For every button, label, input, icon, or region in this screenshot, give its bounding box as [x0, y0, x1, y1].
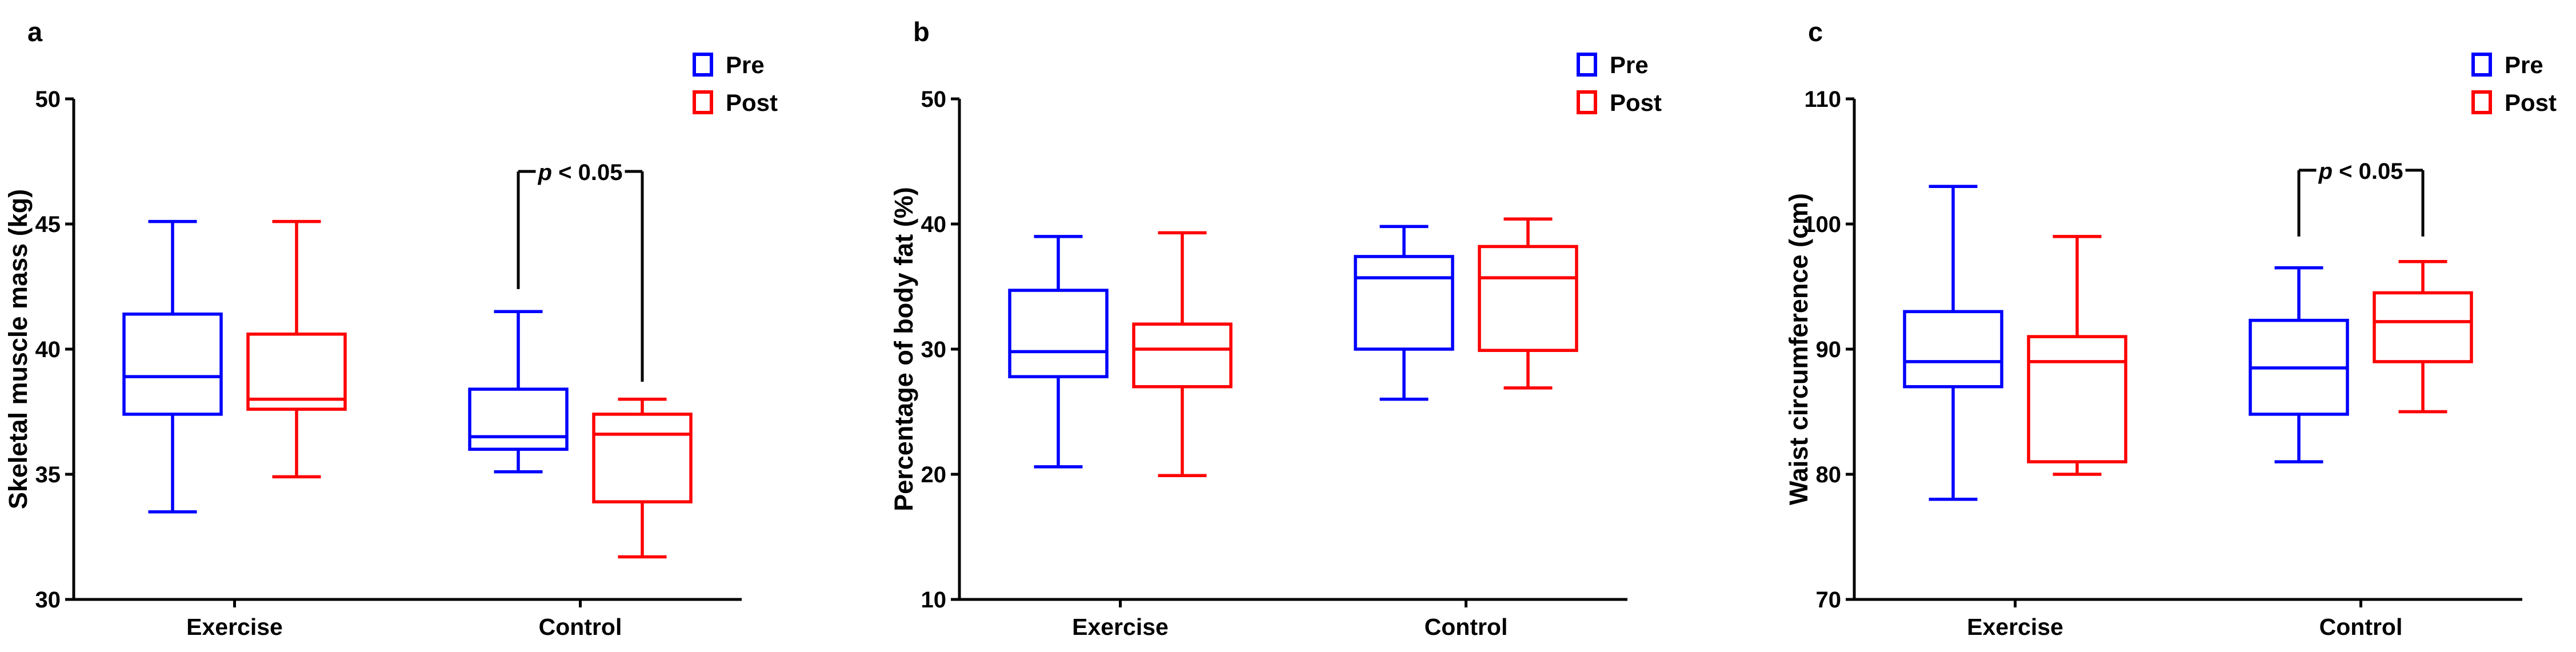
legend-swatch-pre: [1577, 53, 1597, 77]
iqr-box: [1478, 245, 1578, 352]
y-axis-label: Waist circumference (cm): [1784, 193, 1813, 505]
iqr-box: [1132, 322, 1233, 389]
iqr-box: [592, 413, 693, 503]
panel-a: a 30 35 40 45 50 Skeletal muscle mass (kg) Exer…: [3, 17, 778, 640]
y-tick-label: 110: [1804, 87, 1841, 112]
box-exercise-post: [1132, 231, 1233, 477]
panel-letter-a: a: [27, 17, 43, 47]
significance-label: p < 0.05: [538, 160, 623, 185]
y-tick-label: 20: [921, 462, 947, 487]
iqr-box: [246, 332, 347, 411]
legend-label-post: Post: [726, 89, 778, 116]
box-exercise-pre: [1008, 235, 1109, 469]
y-tick-label: 40: [35, 337, 61, 362]
category-label-exercise: Exercise: [1072, 614, 1169, 640]
category-label-exercise: Exercise: [1967, 614, 2063, 640]
y-tick-label: 10: [921, 587, 947, 613]
legend-swatch-pre: [2471, 53, 2492, 77]
iqr-box: [468, 387, 569, 451]
box-control-pre: [468, 310, 569, 474]
y-tick-label: 100: [1803, 212, 1841, 237]
box-exercise-pre: [122, 219, 223, 514]
box-control-post: [1478, 217, 1578, 390]
legend-label-post: Post: [2505, 89, 2557, 116]
legend-label-pre: Pre: [726, 51, 765, 78]
legend-swatch-post: [2471, 90, 2492, 114]
category-label-exercise: Exercise: [186, 614, 283, 640]
legend: Pre Post: [693, 51, 778, 116]
category-label-control: Control: [1425, 614, 1508, 640]
iqr-box: [122, 312, 223, 416]
y-tick-label: 35: [35, 462, 61, 487]
panel-letter-c: c: [1808, 17, 1823, 47]
box-control-pre: [1354, 225, 1454, 401]
panel-b: b 10 20 30 40 50 Percentage of body fat (%) Exe…: [889, 17, 1662, 640]
y-axis-label: Percentage of body fat (%): [889, 187, 918, 511]
category-label-control: Control: [2319, 614, 2403, 640]
y-tick-label: 50: [35, 87, 61, 112]
iqr-box: [1008, 289, 1109, 378]
y-tick-label: 45: [35, 212, 61, 237]
y-tick-label: 80: [1816, 462, 1842, 487]
y-tick-label: 30: [921, 337, 947, 362]
iqr-box: [1354, 255, 1454, 351]
iqr-box: [1903, 310, 2003, 389]
iqr-box: [2027, 335, 2127, 463]
y-tick-label: 50: [921, 87, 947, 112]
y-tick-label: 40: [921, 212, 947, 237]
panel-letter-b: b: [913, 17, 930, 47]
iqr-box: [2373, 291, 2473, 363]
category-label-control: Control: [539, 614, 622, 640]
legend: Pre Post: [2471, 51, 2557, 116]
box-control-post: [2373, 259, 2473, 414]
y-axis-label: Skeletal muscle mass (kg): [3, 189, 33, 509]
significance-label: p < 0.05: [2318, 159, 2403, 184]
legend-label-pre: Pre: [2505, 51, 2543, 78]
legend-label-post: Post: [1610, 89, 1662, 116]
panel-c: c 70 80 90 100 110 Waist circumference (cm) Exe…: [1784, 17, 2557, 640]
legend-swatch-pre: [693, 53, 713, 77]
box-exercise-pre: [1903, 185, 2003, 501]
significance-bracket: p < 0.05: [2297, 159, 2425, 237]
box-control-pre: [2249, 266, 2349, 463]
legend-swatch-post: [1577, 90, 1597, 114]
legend-swatch-post: [693, 90, 713, 114]
legend: Pre Post: [1577, 51, 1662, 116]
legend-label-pre: Pre: [1610, 51, 1649, 78]
y-tick-label: 70: [1816, 587, 1842, 613]
significance-bracket: p < 0.05: [517, 160, 644, 382]
box-exercise-post: [246, 219, 347, 479]
y-tick-label: 30: [35, 587, 61, 613]
box-exercise-post: [2027, 235, 2127, 476]
y-tick-label: 90: [1816, 337, 1842, 362]
box-control-post: [592, 397, 693, 559]
